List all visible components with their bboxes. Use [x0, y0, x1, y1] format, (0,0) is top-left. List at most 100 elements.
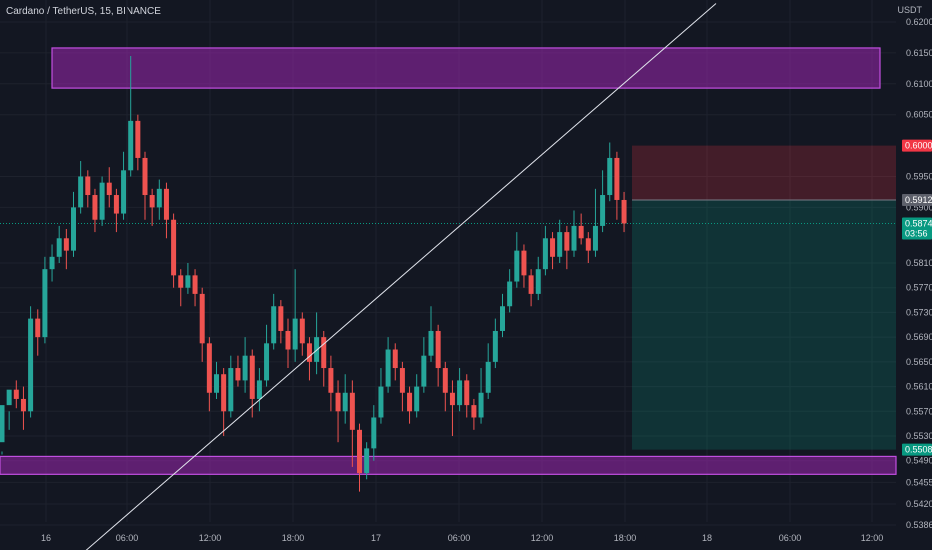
candle-body	[528, 275, 534, 294]
candle	[564, 225, 570, 270]
candle-body	[285, 330, 291, 350]
candle	[163, 182, 169, 239]
candle-body	[249, 355, 255, 399]
candle-body	[20, 398, 26, 412]
candle	[199, 287, 205, 362]
candle	[271, 293, 277, 350]
candle-body	[171, 219, 177, 276]
candle-body	[199, 293, 205, 344]
candle	[492, 318, 498, 369]
price-badge-bg	[902, 443, 932, 456]
time-tick: 12:00	[199, 533, 222, 543]
candle	[478, 368, 484, 424]
candle-body	[442, 368, 448, 393]
candle	[214, 361, 219, 399]
candle	[528, 269, 534, 307]
take-profit-area	[632, 199, 896, 450]
candle-body	[71, 207, 76, 251]
candle-body	[292, 318, 298, 350]
candle	[306, 337, 312, 381]
candle	[335, 380, 341, 443]
price-tick: 0.5530	[906, 431, 932, 441]
price-tick: 0.5900	[906, 202, 932, 212]
price-tick: 0.5650	[906, 357, 932, 367]
candle-body	[578, 225, 584, 239]
candle	[6, 389, 12, 430]
candle	[485, 343, 491, 399]
candle	[256, 368, 262, 412]
candle-body	[321, 337, 327, 369]
candle	[149, 188, 155, 226]
candle-body	[185, 275, 191, 288]
price-tick: 0.5810	[906, 258, 932, 268]
candle	[156, 179, 162, 220]
candle-body	[113, 195, 119, 214]
price-badge-label: 0.5874	[905, 218, 932, 228]
candle	[592, 188, 598, 257]
price-tick: 0.5730	[906, 307, 932, 317]
time-tick: 12:00	[861, 533, 884, 543]
candle	[399, 361, 405, 412]
resistance-zone-0	[51, 47, 881, 89]
candle	[78, 161, 84, 214]
price-tick: 0.5950	[906, 171, 932, 181]
candle	[414, 374, 420, 418]
candle	[385, 337, 391, 393]
candles	[0, 55, 627, 492]
candle	[314, 312, 320, 375]
candle-body	[235, 368, 241, 381]
candle-body	[206, 343, 212, 393]
candle	[285, 318, 291, 369]
candle-body	[521, 250, 527, 276]
price-badge-bg	[902, 139, 932, 152]
candle-body	[607, 157, 613, 196]
candle	[292, 269, 298, 362]
candle	[371, 405, 377, 461]
candle-body	[28, 318, 34, 412]
candle-body	[492, 330, 498, 362]
candle	[20, 386, 26, 430]
candle-body	[42, 269, 48, 338]
price-badge-bg	[902, 193, 932, 206]
candle-body	[92, 195, 98, 220]
candle-body	[357, 429, 362, 474]
candle	[507, 269, 513, 313]
candle-body	[550, 238, 556, 257]
price-axis: 0.6200 0.6150 0.6100 0.6050 0.5950 0.5900 0.58…	[906, 17, 932, 530]
candle	[192, 269, 198, 307]
candle-body	[85, 176, 91, 196]
candle	[607, 142, 613, 202]
candle-body	[485, 361, 491, 393]
resistance-zone-1	[0, 455, 897, 475]
candle	[428, 306, 434, 362]
price-tick: 0.6200	[906, 17, 932, 27]
time-tick: 06:00	[779, 533, 802, 543]
stop-loss-area	[632, 145, 896, 200]
candle-body	[264, 343, 270, 381]
candle-body	[121, 170, 127, 214]
candle	[521, 244, 527, 288]
position-box	[0, 145, 896, 450]
candle-body	[342, 392, 348, 412]
candle	[585, 232, 591, 263]
candle-body	[421, 355, 427, 387]
candle	[571, 210, 577, 257]
candle	[421, 337, 427, 393]
candle	[99, 176, 105, 226]
candle-body	[535, 269, 541, 294]
candle	[221, 368, 227, 437]
chart-title: Cardano / TetherUS, 15, BINANCE	[6, 6, 161, 17]
candle-body	[399, 368, 405, 393]
candle	[542, 225, 548, 276]
time-tick: 12:00	[531, 533, 554, 543]
candle-body	[99, 182, 105, 220]
candle-body	[435, 330, 441, 369]
candle-body	[557, 232, 563, 257]
time-tick: 18:00	[282, 533, 305, 543]
candle	[264, 324, 270, 387]
candle	[442, 361, 448, 412]
candle	[621, 191, 627, 233]
candle-body	[542, 238, 548, 270]
candle-body	[299, 318, 305, 344]
